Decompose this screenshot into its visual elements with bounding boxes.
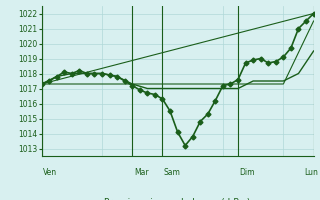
Text: Sam: Sam <box>164 168 181 177</box>
Text: Dim: Dim <box>240 168 255 177</box>
Text: Lun: Lun <box>305 168 318 177</box>
Text: Mar: Mar <box>134 168 148 177</box>
Text: Ven: Ven <box>43 168 57 177</box>
Text: Pression niveau de la mer( hPa ): Pression niveau de la mer( hPa ) <box>104 198 251 200</box>
